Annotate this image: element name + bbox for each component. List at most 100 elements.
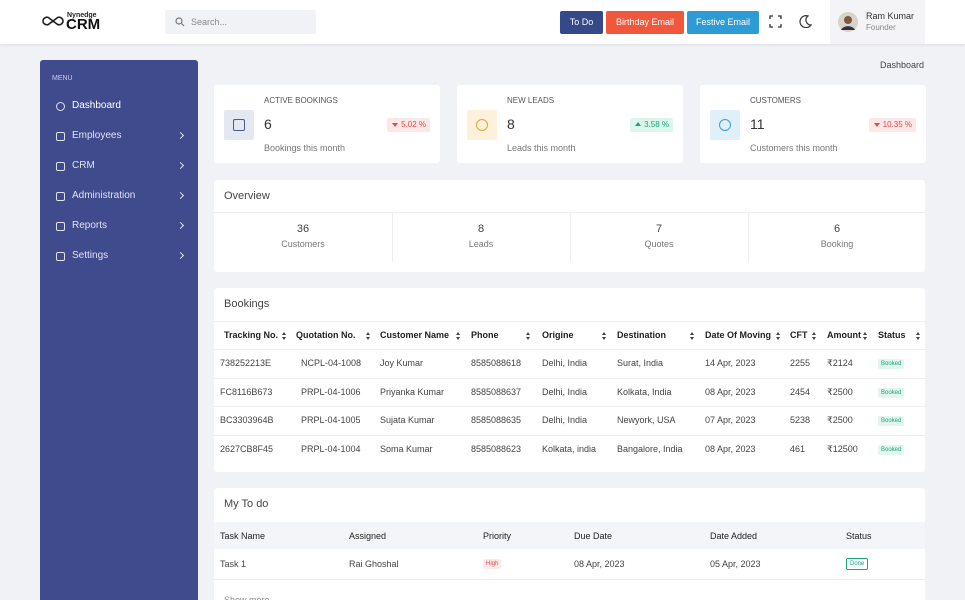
overview-divider: [214, 212, 925, 213]
menu-item[interactable]: CRM: [72, 160, 95, 171]
cell: 07 Apr, 2023: [705, 415, 756, 425]
column-header[interactable]: Origine: [542, 330, 574, 340]
sort-icon: [282, 332, 286, 335]
header-button[interactable]: Festive Email: [687, 11, 759, 34]
column-header: Date Added: [710, 531, 758, 541]
menu-item[interactable]: Reports: [72, 220, 108, 231]
change-arrow: [392, 123, 399, 127]
cell: Surat, India: [617, 358, 664, 368]
overview-title: Overview: [224, 190, 270, 202]
overview-label: Customers: [281, 239, 325, 249]
sort-icon: [690, 337, 694, 340]
cell: PRPL-04-1006: [301, 386, 361, 397]
stat-change: 5.02 %: [387, 118, 430, 132]
cell: ₹2124: [827, 358, 853, 368]
status-badge: Booked: [878, 387, 905, 398]
row-line: [214, 377, 925, 379]
sort-icon: [602, 332, 606, 335]
cell: 05 Apr, 2023: [710, 559, 761, 569]
header-button[interactable]: Birthday Email: [606, 11, 684, 34]
cell: 8585088637: [471, 386, 522, 397]
menu-icon: [56, 132, 65, 141]
search-placeholder: Search...: [191, 17, 228, 27]
stat-value: 8: [507, 116, 515, 132]
breadcrumb[interactable]: Dashboard: [880, 60, 925, 70]
column-header[interactable]: CFT: [790, 330, 808, 340]
cell: Sujata Kumar: [380, 415, 435, 425]
menu-item[interactable]: Administration: [72, 190, 136, 201]
column-header[interactable]: Quotation No.: [296, 330, 356, 340]
cell: Joy Kumar: [380, 358, 424, 368]
priority-badge: High: [483, 559, 502, 569]
cell: Priyanka Kumar: [380, 386, 445, 397]
stat-value: 6: [264, 116, 272, 132]
column-header[interactable]: Amount: [827, 330, 861, 340]
cell: ₹12500: [827, 443, 858, 454]
cell: 2627CB8F45: [220, 443, 274, 454]
overview-label: Leads: [468, 239, 494, 249]
brand-small: Nynedge: [67, 12, 97, 19]
row-line: [214, 406, 925, 407]
status-badge: Booked: [878, 359, 905, 369]
column-header: Priority: [483, 531, 512, 541]
theme-icon[interactable]: [799, 15, 812, 28]
sort-icon: [776, 332, 780, 335]
cell: Kolkata, India: [617, 386, 672, 397]
header-button[interactable]: To Do: [560, 11, 603, 34]
menu-item[interactable]: Settings: [72, 250, 109, 261]
column-header: Assigned: [349, 531, 387, 541]
sort-icon: [456, 337, 460, 340]
cell: FC8116B673: [220, 386, 273, 397]
cell: 08 Apr, 2023: [705, 443, 756, 454]
column-header[interactable]: Customer Name: [380, 330, 450, 340]
sort-icon: [366, 337, 370, 340]
menu-label: MENU: [52, 75, 73, 82]
stat-icon: [224, 110, 254, 140]
sort-icon: [690, 332, 694, 335]
menu-icon: [56, 102, 65, 111]
stat-label: NEW LEADS: [507, 96, 555, 105]
cell: 738252213E: [220, 358, 272, 368]
sort-icon: [526, 337, 530, 340]
change-arrow: [873, 123, 880, 127]
overview-separator: [748, 213, 749, 262]
cell: 2255: [790, 358, 811, 368]
overview-value: 36: [296, 223, 310, 235]
logo-icon: [42, 16, 64, 26]
overview-separator: [570, 213, 571, 262]
overview-value: 7: [655, 223, 663, 235]
search-icon: [175, 17, 185, 27]
sort-icon: [282, 337, 286, 340]
sort-icon: [812, 332, 816, 335]
menu-item[interactable]: Employees: [72, 130, 122, 141]
cell: Delhi, India: [542, 358, 588, 368]
cell: 461: [790, 443, 806, 454]
row-line: [214, 579, 925, 580]
change-arrow: [635, 122, 642, 126]
row-line: [214, 434, 925, 436]
column-header[interactable]: Tracking No.: [224, 330, 279, 340]
sort-icon: [916, 332, 920, 335]
cell: Soma Kumar: [380, 443, 433, 454]
fullscreen-icon[interactable]: [769, 15, 782, 28]
topbar: [0, 0, 965, 44]
sort-icon: [812, 337, 816, 340]
stat-change: 10.35 %: [868, 118, 916, 132]
cell: 08 Apr, 2023: [705, 386, 756, 397]
column-header[interactable]: Phone: [471, 330, 499, 340]
overview-label: Booking: [820, 239, 854, 249]
cell: NCPL-04-1008: [301, 358, 362, 368]
column-header[interactable]: Destination: [617, 330, 667, 340]
sidebar: [40, 60, 198, 600]
overview-separator: [392, 213, 393, 262]
overview-value: 6: [833, 223, 841, 235]
cell: ₹2500: [827, 386, 853, 397]
status-badge: Booked: [878, 444, 905, 455]
search-box[interactable]: [165, 10, 316, 34]
stat-note: Leads this month: [507, 143, 576, 153]
column-header[interactable]: Date Of Moving: [705, 330, 772, 340]
menu-item[interactable]: Dashboard: [72, 100, 121, 111]
show-more[interactable]: Show more: [224, 595, 270, 600]
column-header[interactable]: Status: [878, 330, 906, 340]
sort-icon: [526, 332, 530, 335]
